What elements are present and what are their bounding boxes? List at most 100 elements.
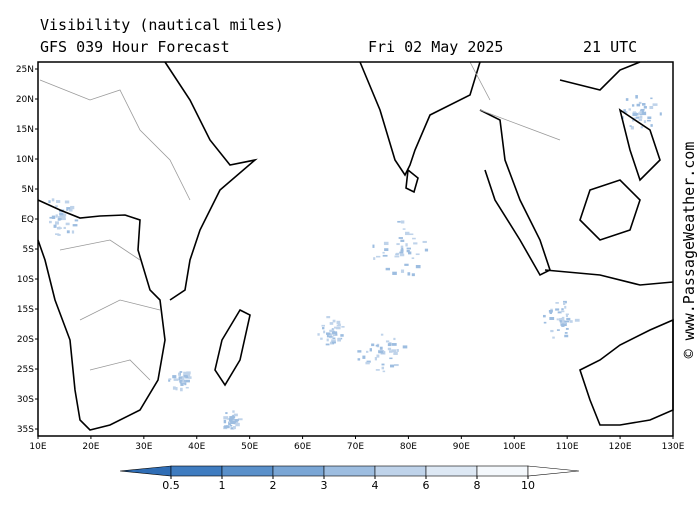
- speck: [400, 220, 405, 224]
- speck: [391, 343, 397, 346]
- speck: [382, 251, 385, 254]
- speck: [424, 248, 429, 252]
- lat-label: 5N: [22, 185, 34, 195]
- speck: [549, 317, 555, 320]
- speck: [56, 227, 61, 230]
- speck: [397, 220, 401, 223]
- speck: [647, 119, 651, 122]
- speck: [57, 234, 61, 236]
- speck: [550, 329, 554, 333]
- speck: [564, 320, 570, 323]
- speck: [400, 269, 405, 273]
- speck: [422, 240, 427, 243]
- lat-label: 15N: [16, 125, 34, 135]
- colorbar: 0.5 1 2 3 4 6 8 10: [119, 465, 580, 492]
- lat-label: 25S: [17, 365, 34, 375]
- speck: [325, 343, 330, 346]
- lon-label: 100E: [503, 442, 526, 452]
- colorbar-label: 3: [321, 479, 328, 492]
- speck: [66, 230, 70, 234]
- lon-label: 10E: [29, 442, 46, 452]
- speck: [385, 267, 391, 271]
- speck: [415, 253, 420, 256]
- speck: [180, 387, 183, 392]
- speck: [55, 233, 60, 236]
- lat-label: 30S: [17, 395, 34, 405]
- speck: [366, 360, 371, 363]
- speck: [639, 115, 643, 119]
- lat-label: 25N: [16, 65, 34, 75]
- speck: [399, 251, 404, 254]
- speck: [392, 271, 397, 275]
- colorbar-segment: [476, 465, 529, 477]
- speck: [333, 331, 338, 334]
- speck: [565, 327, 569, 330]
- speck: [230, 427, 235, 430]
- lat-label: 20N: [16, 95, 34, 105]
- speck: [384, 248, 389, 252]
- speck: [643, 120, 647, 124]
- colorbar-end: [119, 465, 172, 477]
- speck: [53, 224, 57, 228]
- speck: [59, 214, 64, 217]
- speck: [65, 222, 70, 226]
- speck: [234, 420, 239, 424]
- speck: [70, 205, 75, 210]
- speck: [566, 317, 571, 321]
- speck: [407, 272, 411, 276]
- speck: [639, 110, 642, 115]
- speck: [366, 350, 369, 353]
- speck: [638, 101, 642, 105]
- speck: [561, 323, 565, 327]
- lon-label: 130E: [662, 442, 685, 452]
- speck: [49, 220, 52, 224]
- speck: [556, 318, 559, 321]
- speck: [187, 374, 191, 378]
- speck: [185, 376, 190, 379]
- speck: [396, 243, 400, 246]
- speck: [69, 208, 73, 212]
- speck: [66, 209, 69, 211]
- speck: [399, 253, 405, 257]
- speck: [402, 345, 408, 349]
- speck: [230, 420, 236, 425]
- speck: [623, 109, 626, 113]
- visibility-field: [48, 95, 662, 430]
- speck: [406, 249, 410, 253]
- speck: [379, 346, 383, 350]
- speck: [375, 369, 380, 371]
- speck: [326, 338, 329, 342]
- speck: [405, 243, 408, 247]
- lat-label: EQ: [21, 215, 34, 225]
- speck: [224, 425, 227, 429]
- speck: [223, 419, 227, 424]
- speck: [650, 124, 653, 127]
- speck: [400, 239, 405, 242]
- speck: [233, 413, 238, 417]
- speck: [175, 387, 178, 391]
- speck: [328, 333, 333, 337]
- speck: [341, 325, 345, 328]
- speck: [552, 336, 555, 339]
- speck: [336, 320, 341, 325]
- speck: [326, 332, 331, 335]
- colorbar-label: 4: [372, 479, 379, 492]
- time: 21 UTC: [583, 38, 637, 56]
- speck: [574, 318, 580, 322]
- speck: [188, 376, 192, 379]
- speck: [564, 305, 567, 309]
- speck: [326, 316, 331, 319]
- speck: [181, 382, 186, 385]
- speck: [542, 314, 546, 318]
- speck: [385, 340, 390, 343]
- speck: [236, 419, 239, 422]
- speck: [371, 343, 375, 347]
- speck: [331, 341, 336, 344]
- speck: [393, 351, 398, 355]
- speck: [59, 212, 64, 216]
- lon-label: 50E: [241, 442, 258, 452]
- speck: [389, 357, 393, 360]
- speck: [225, 412, 228, 415]
- coastlines: [37, 61, 674, 431]
- lon-label: 120E: [609, 442, 632, 452]
